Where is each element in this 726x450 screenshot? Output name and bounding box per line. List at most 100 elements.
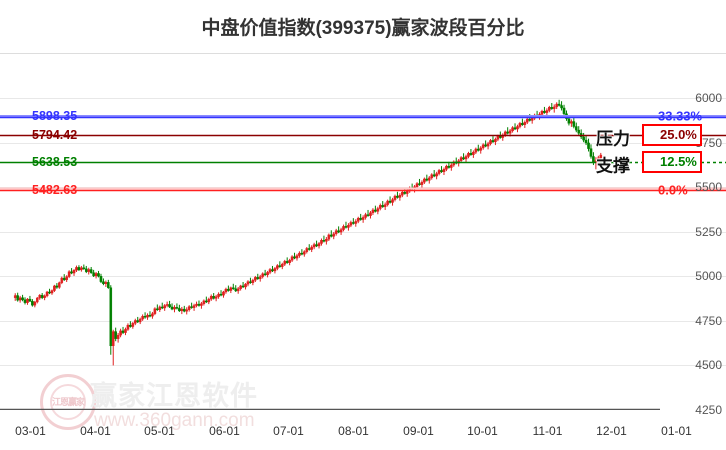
candle-body [381,205,385,207]
candle-body [249,281,252,283]
candle-body [175,307,179,309]
candle-body [222,291,225,296]
candle-body [550,107,554,109]
candle-body [508,130,512,134]
candle-body [481,144,485,149]
candle-body [552,106,556,109]
candle-body [317,243,321,247]
candle-body [31,301,34,306]
plot-area [0,53,726,410]
candle-body [236,288,240,292]
candle-body [168,304,171,308]
candle-body [182,308,186,312]
candle-body [280,263,284,267]
candle-body [511,127,514,132]
x-axis-label: 08-01 [338,424,369,438]
candle-body [217,293,220,297]
candle-body [494,139,497,143]
candle-body [224,288,228,293]
candle-body [418,183,421,185]
candle-body [58,282,61,288]
candle-body [499,135,502,138]
candle-body [337,230,340,233]
candle-body [437,170,441,174]
candle-body [356,217,360,222]
candle-body [178,308,181,312]
candle-body [70,271,73,274]
candle-body [403,191,407,194]
candle-body [48,291,51,294]
candle-body [376,208,380,212]
candle-body [425,178,429,181]
candle-body [151,313,154,317]
candle-body [53,285,56,291]
candle-body [415,183,419,187]
candlestick-plot[interactable] [0,53,726,410]
candle-body [290,256,294,261]
candle-body [43,295,46,298]
candle-body [192,305,196,308]
candle-body [133,320,137,324]
x-axis-label: 05-01 [144,424,175,438]
candle-body [45,291,49,297]
candle-body [364,214,367,218]
candle-body [447,165,451,168]
candle-body [467,153,470,157]
candle-body [530,118,534,121]
candle-body [244,283,247,288]
candle-body [352,222,355,224]
candle-body [241,285,245,288]
candle-body [126,324,130,330]
candle-body [200,303,203,306]
candle-body [197,303,201,306]
candle-body [445,165,448,170]
candle-body [173,307,176,310]
candle-body [528,118,532,121]
candle-body [298,252,301,256]
candle-body [295,255,299,259]
candle-body [320,240,323,244]
candle-body [329,234,333,237]
annotation-resistance: 压力 [596,129,630,149]
candle-body [398,194,402,198]
candle-body [479,147,483,151]
candle-body [87,269,91,272]
candle-body [459,157,463,161]
candle-body [312,244,316,248]
candle-body [266,272,269,276]
candle-body [163,305,166,309]
candle-body [16,295,19,301]
candle-body [506,131,509,134]
candle-body [525,118,529,123]
candle-body [256,277,260,279]
candle-body [268,269,272,273]
candle-body [55,285,59,288]
candle-body [587,142,590,149]
candle-body [229,287,233,291]
candle-body [378,205,382,209]
candle-body [555,103,558,108]
candle-body [462,157,465,160]
candle-body [131,323,135,327]
candle-body [518,123,522,127]
candle-body [359,217,362,220]
price-label-33.33: 5898.35 [32,109,78,124]
candle-body [374,209,377,212]
candle-body [62,277,66,281]
candle-body [584,139,588,144]
x-axis-label: 07-01 [273,424,304,438]
candle-body [442,169,446,173]
x-axis-label: 03-01 [15,424,46,438]
candle-body [577,129,581,134]
candle-body [227,288,230,291]
candle-body [190,306,193,308]
candle-body [40,294,44,298]
x-axis-label: 04-01 [80,424,111,438]
candle-body [391,199,394,203]
candle-body [582,136,585,141]
candle-body [246,281,250,285]
candle-body [354,221,358,224]
candle-body [464,156,468,160]
candle-body [599,154,603,159]
